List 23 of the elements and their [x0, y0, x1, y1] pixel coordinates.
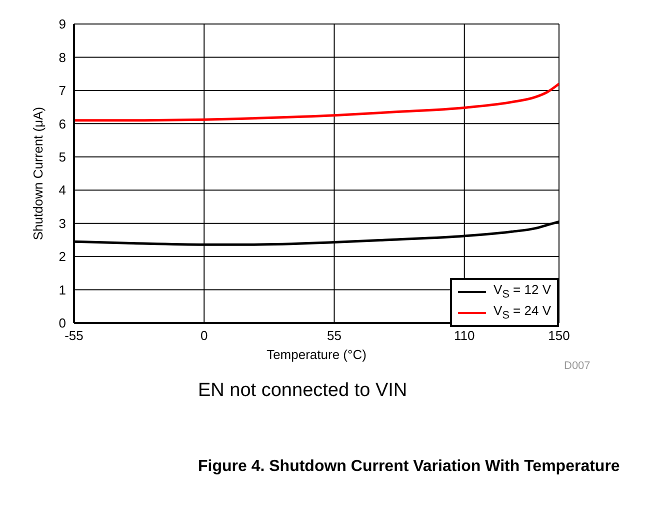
text: D007: [564, 360, 590, 372]
y-tick-label: 9: [58, 16, 66, 32]
y-tick-label: 7: [58, 83, 66, 98]
y-tick-label: 3: [58, 216, 66, 231]
y-tick-label: 1: [58, 282, 66, 298]
x-tick-label: 110: [454, 328, 475, 344]
y-tick-label: 0: [58, 316, 66, 331]
y-tick-label: 2: [58, 249, 66, 264]
text: EN not connected to VIN: [198, 380, 408, 402]
y-tick-label: 5: [58, 150, 66, 165]
legend-label: V$_{S}$ = 24 V: [494, 302, 551, 324]
line-series: [74, 82, 559, 122]
x-tick-label: -55: [64, 328, 84, 344]
y-tick-label: 4: [58, 182, 66, 198]
x-axis-title: Temperature (°C): [266, 347, 366, 362]
text: Figure 4. Shutdown Current Variation With Temperature: [198, 458, 620, 476]
legend-label: V$_{S}$ = 12 V: [494, 282, 551, 303]
x-tick-label: 55: [327, 328, 342, 344]
y-tick-label: 6: [58, 116, 66, 132]
y-tick-label: 8: [58, 50, 66, 65]
x-tick-label: 0: [200, 328, 208, 344]
y-axis-title: Shutdown Current (μA): [30, 106, 46, 240]
x-tick-label: 150: [548, 328, 570, 344]
